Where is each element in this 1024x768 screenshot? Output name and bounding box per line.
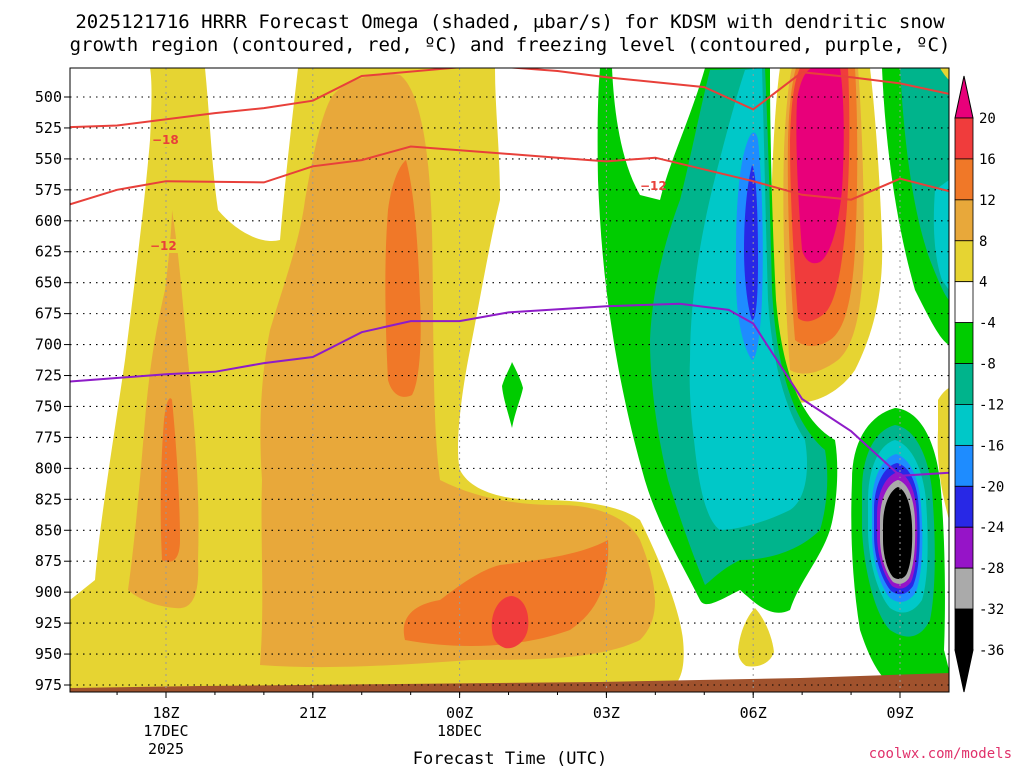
omega-shaded-field (70, 68, 949, 692)
x-tick-sublabel2-18Z: 2025 (148, 740, 184, 758)
isotherm-line-3 (70, 302, 949, 477)
y-axis-ticks: 500 525 550 575 600 625 650 675 700 725 750 775 800 8… (35, 88, 70, 694)
x-tick-label-00Z: 00Z (446, 704, 473, 722)
colorbar-swatch-9 (954, 485, 974, 528)
colorbar-label-10: -24 (979, 520, 1004, 536)
y-tick-label-550: 550 (35, 150, 62, 168)
y-tick-label-975: 975 (35, 676, 62, 694)
isotherm-contours (70, 68, 949, 477)
colorbar-label-5: -4 (979, 316, 996, 332)
colorbar-label-0: 20 (979, 111, 996, 127)
omega-region-orange-lower (403, 540, 609, 646)
omega-region-tan-main (260, 73, 655, 668)
isotherm-labels: −18 −12 −12 (150, 133, 667, 253)
chart-title-line2: growth region (contoured, red, ºC) and f… (70, 34, 951, 56)
omega-region-orange-upper (385, 160, 421, 397)
colorbar-swatch-1 (954, 158, 974, 201)
colorbar-label-8: -16 (979, 438, 1004, 454)
x-tick-label-21Z: 21Z (299, 704, 326, 722)
y-tick-label-725: 725 (35, 367, 62, 385)
colorbar: 20 16 12 8 4 -4 -8 -12 -16 -20 -24 -28 -32 -36 (954, 75, 1004, 693)
omega-region-right-edge-cyan (933, 180, 949, 290)
colorbar-swatch-2 (954, 199, 974, 242)
colorbar-label-13: -36 (979, 643, 1004, 659)
colorbar-label-11: -28 (979, 561, 1004, 577)
colorbar-label-4: 4 (979, 275, 987, 291)
colorbar-label-7: -12 (979, 397, 1004, 413)
colorbar-label-1: 16 (979, 152, 996, 168)
x-tick-sublabel1-18Z: 17DEC (143, 722, 188, 740)
omega-region-darkblue (744, 165, 758, 320)
y-tick-label-750: 750 (35, 397, 62, 415)
y-tick-label-925: 925 (35, 614, 62, 632)
y-tick-label-825: 825 (35, 490, 62, 508)
y-tick-label-850: 850 (35, 521, 62, 539)
y-tick-label-625: 625 (35, 243, 62, 261)
colorbar-swatch-11 (954, 567, 974, 610)
vertical-gridlines (165, 68, 901, 692)
y-tick-label-900: 900 (35, 583, 62, 601)
colorbar-label-2: 12 (979, 193, 996, 209)
x-tick-label-03Z: 03Z (593, 704, 620, 722)
x-tick-sublabel1-00Z: 18DEC (437, 722, 482, 740)
omega-region-magenta2 (796, 68, 844, 264)
colorbar-swatch-8 (954, 444, 974, 487)
omega-region-right-edge-yellow (940, 68, 949, 80)
isotherm-label-minus12-east: −12 (640, 179, 667, 193)
colorbar-upper-arrow (954, 75, 974, 119)
colorbar-lower-arrow (954, 649, 974, 693)
colorbar-swatch-5 (954, 322, 974, 364)
colorbar-label-6: -8 (979, 357, 996, 373)
x-axis-title: Forecast Time (UTC) (413, 749, 607, 768)
isotherm-label-minus18: −18 (152, 133, 179, 147)
colorbar-label-12: -32 (979, 602, 1004, 618)
colorbar-swatch-0 (954, 117, 974, 160)
y-tick-label-675: 675 (35, 305, 62, 323)
y-tick-label-575: 575 (35, 181, 62, 199)
y-tick-label-500: 500 (35, 88, 62, 106)
y-tick-label-950: 950 (35, 645, 62, 663)
colorbar-swatch-6 (954, 363, 974, 405)
omega-region-black-east (883, 487, 913, 580)
omega-region-right-yellow-low (937, 388, 949, 520)
colorbar-swatch-7 (954, 404, 974, 446)
x-tick-label-09Z: 09Z (886, 704, 913, 722)
y-tick-label-525: 525 (35, 119, 62, 137)
isotherm-label-bg-2 (153, 239, 183, 253)
colorbar-label-9: -20 (979, 479, 1004, 495)
chart-title-line1: 2025121716 HRRR Forecast Omega (shaded, … (75, 11, 945, 33)
y-tick-label-775: 775 (35, 428, 62, 446)
y-tick-label-700: 700 (35, 336, 62, 354)
isotherm-line-1 (70, 145, 949, 206)
omega-region-green-small (502, 362, 523, 428)
y-tick-label-800: 800 (35, 459, 62, 477)
x-tick-label-18Z: 18Z (152, 704, 179, 722)
colorbar-swatch-3 (954, 240, 974, 283)
colorbar-swatch-4 (954, 281, 974, 324)
omega-region-orange-west (160, 398, 180, 562)
isotherm-line-0 (70, 68, 949, 129)
x-tick-label-06Z: 06Z (740, 704, 767, 722)
isotherm-label-bg-1 (153, 133, 183, 147)
omega-region-red-low (491, 596, 529, 649)
isotherm-label-minus12-west: −12 (150, 239, 177, 253)
y-tick-label-875: 875 (35, 552, 62, 570)
colorbar-swatch-10 (954, 526, 974, 569)
omega-region-tan-west (128, 210, 199, 609)
y-tick-label-650: 650 (35, 274, 62, 292)
terrain-ground (70, 673, 949, 692)
colorbar-swatch-12 (954, 608, 974, 651)
y-tick-label-600: 600 (35, 212, 62, 230)
credit-text: coolwx.com/models (869, 746, 1012, 762)
plot-frame (69, 67, 950, 693)
colorbar-label-3: 8 (979, 234, 987, 250)
